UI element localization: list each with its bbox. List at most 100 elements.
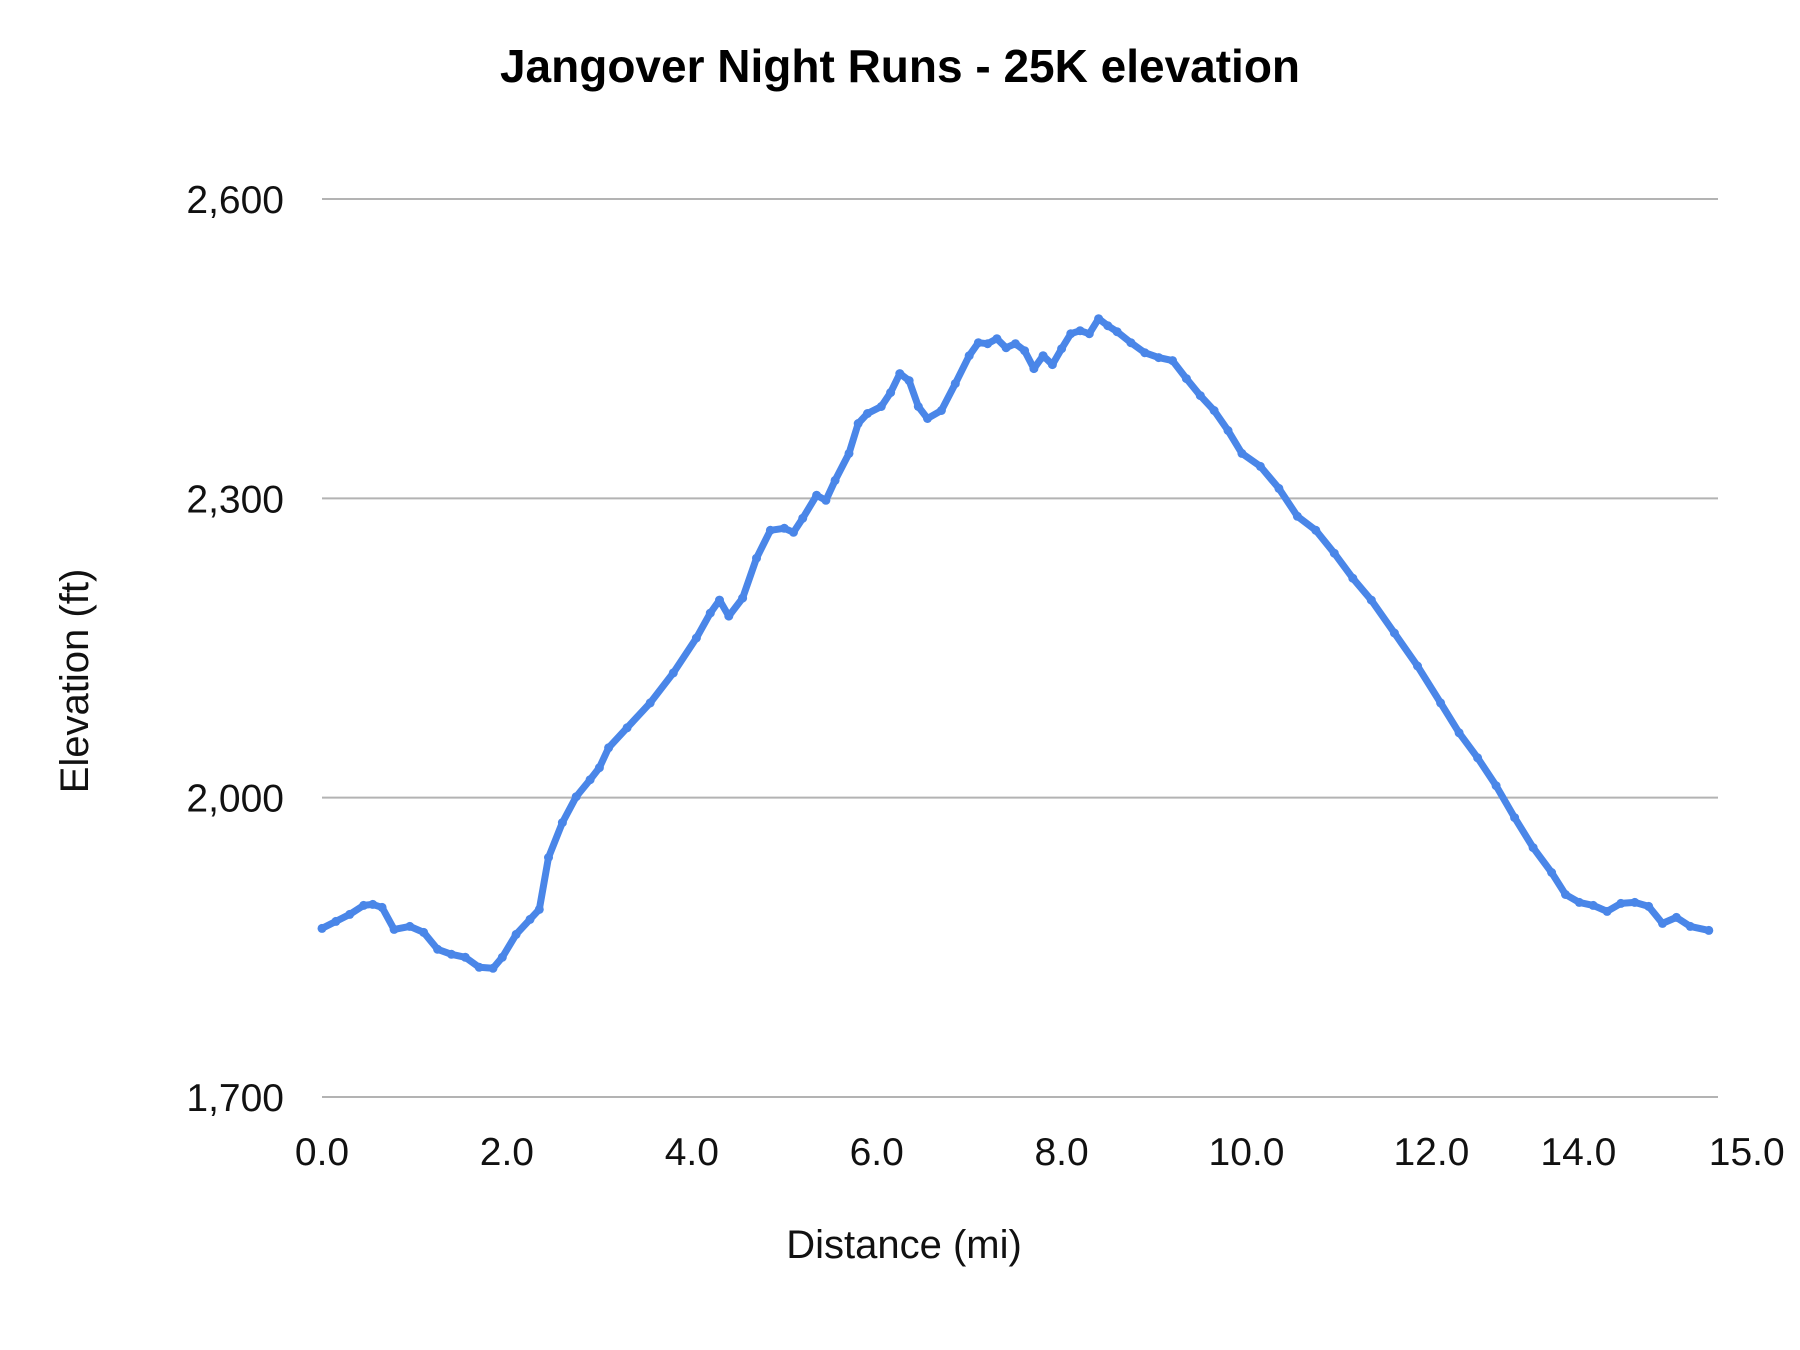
- data-point: [738, 593, 748, 603]
- data-point: [724, 611, 734, 621]
- x-tick-label: 14.0: [1540, 1131, 1616, 1174]
- data-point: [368, 899, 378, 909]
- data-point: [1311, 525, 1321, 535]
- data-point: [331, 916, 341, 926]
- x-tick-label: 4.0: [665, 1131, 719, 1174]
- data-point: [765, 525, 775, 535]
- data-point: [863, 409, 872, 418]
- data-point: [1223, 426, 1233, 435]
- data-point: [1602, 906, 1612, 916]
- data-point: [668, 668, 678, 678]
- y-tick-label: 2,600: [186, 179, 284, 222]
- data-point: [1528, 843, 1538, 853]
- data-point: [345, 909, 355, 919]
- data-point: [876, 402, 886, 411]
- y-axis-ticks: 1,700 2,000 2,300 2,600: [186, 179, 284, 1120]
- data-point: [715, 595, 724, 605]
- data-point: [377, 902, 387, 912]
- x-tick-label: 6.0: [850, 1131, 904, 1174]
- data-point: [964, 351, 974, 361]
- x-tick-label: 15.0: [1709, 1131, 1785, 1174]
- data-point: [1209, 406, 1219, 415]
- data-point: [1292, 511, 1302, 521]
- data-point: [525, 914, 535, 924]
- series-layer: [317, 314, 1714, 973]
- data-point: [1436, 698, 1446, 708]
- data-point: [853, 419, 863, 428]
- data-point: [544, 853, 553, 862]
- data-point: [992, 334, 1002, 344]
- data-point: [1066, 329, 1076, 339]
- data-point: [419, 927, 429, 937]
- data-point: [1112, 327, 1122, 337]
- data-point: [904, 376, 914, 386]
- x-tick-label: 12.0: [1393, 1131, 1469, 1174]
- y-tick-label: 2,300: [186, 478, 284, 521]
- data-point: [844, 448, 854, 458]
- data-point: [936, 406, 946, 415]
- data-point: [1094, 314, 1104, 324]
- data-point: [1168, 356, 1177, 366]
- x-axis-ticks: 0.0 2.0 4.0 6.0 8.0 10.0 12.0 14.0 15.0: [295, 1131, 1785, 1174]
- data-point: [1491, 781, 1501, 791]
- data-point: [571, 792, 581, 802]
- data-point: [1685, 921, 1695, 931]
- gridlines: [322, 198, 1718, 1098]
- data-point: [1075, 326, 1085, 336]
- data-point: [1561, 890, 1570, 899]
- x-tick-label: 10.0: [1209, 1131, 1285, 1174]
- x-axis-title: Distance (mi): [786, 1223, 1022, 1267]
- data-point: [1366, 595, 1376, 605]
- data-point: [1010, 339, 1020, 349]
- data-point: [973, 338, 983, 348]
- data-point: [789, 527, 798, 537]
- data-point: [359, 900, 369, 910]
- data-point: [1195, 391, 1205, 401]
- data-point: [1547, 868, 1557, 877]
- y-axis-title: Elevation (ft): [53, 569, 97, 794]
- data-point: [1413, 661, 1422, 671]
- data-point: [798, 513, 808, 523]
- data-point: [983, 339, 993, 349]
- data-point: [1588, 900, 1598, 910]
- data-point: [1029, 364, 1039, 374]
- data-point: [821, 495, 831, 505]
- data-point: [1126, 338, 1136, 348]
- data-point: [1389, 628, 1399, 638]
- data-point: [594, 763, 604, 773]
- data-point: [1038, 351, 1048, 361]
- data-point: [950, 379, 960, 389]
- data-point: [585, 775, 595, 785]
- data-point: [405, 921, 415, 931]
- data-point: [1510, 813, 1520, 823]
- x-tick-label: 8.0: [1034, 1131, 1088, 1174]
- data-point: [913, 402, 923, 411]
- data-point: [474, 962, 484, 972]
- y-tick-label: 1,700: [186, 1077, 284, 1120]
- data-point: [446, 949, 456, 959]
- data-point: [1237, 448, 1247, 458]
- x-tick-label: 0.0: [295, 1131, 349, 1174]
- data-point: [830, 475, 840, 485]
- data-point: [1574, 897, 1584, 907]
- data-point: [779, 523, 789, 533]
- data-point: [1181, 374, 1191, 384]
- data-point: [1329, 548, 1339, 558]
- data-point: [1103, 321, 1113, 331]
- data-point: [1001, 343, 1011, 353]
- data-point: [1084, 329, 1094, 339]
- data-point: [497, 952, 507, 962]
- data-point: [1047, 360, 1057, 370]
- data-point: [622, 723, 632, 733]
- data-point: [1348, 573, 1358, 583]
- data-point: [1658, 918, 1667, 928]
- data-point: [1020, 346, 1030, 356]
- data-point: [1704, 925, 1714, 935]
- y-tick-label: 2,000: [186, 778, 284, 821]
- data-point: [534, 904, 544, 914]
- data-point: [645, 698, 655, 708]
- series-line: [318, 315, 1713, 972]
- data-point: [1671, 912, 1681, 922]
